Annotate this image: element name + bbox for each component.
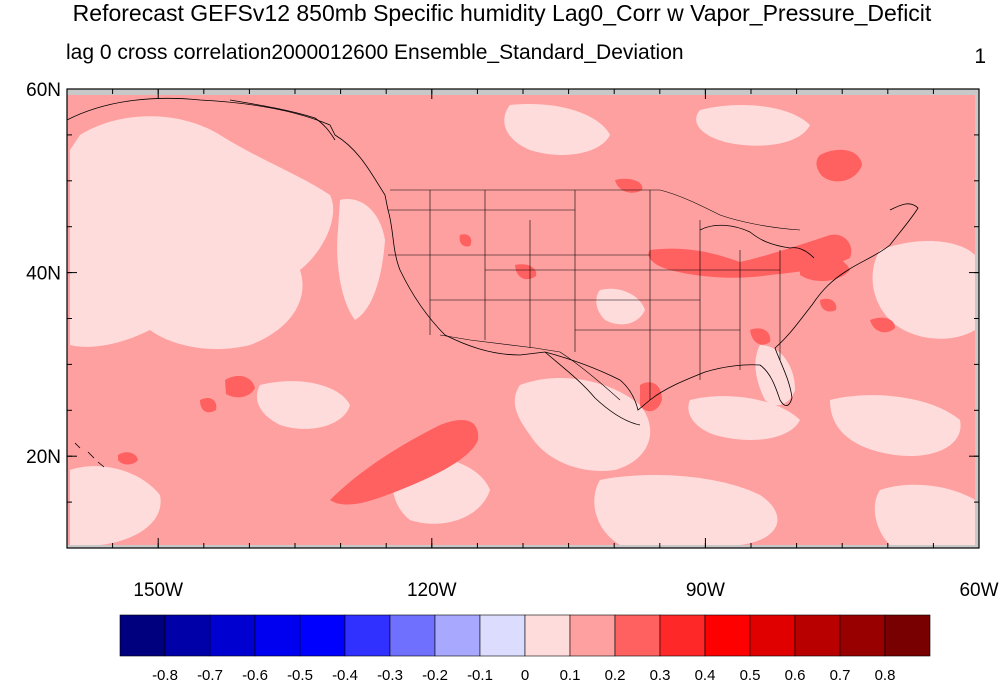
colorbar (119, 614, 931, 657)
correlation-field (67, 89, 979, 548)
colorbar-label: -0.3 (377, 667, 403, 682)
north-america-coastline (66, 97, 919, 411)
contour-light-hawaii (256, 381, 350, 429)
colorbar-swatch (884, 614, 931, 657)
hawaii-islands (74, 442, 105, 468)
contour-light-florida (755, 345, 795, 406)
coastlines (66, 97, 919, 468)
contour-light-pacific-mid (150, 251, 281, 331)
contour-light-atlantic (872, 240, 975, 339)
lat-tick-label: 40N (26, 264, 61, 285)
colorbar-swatch (389, 614, 436, 657)
colorbar-swatch (704, 614, 751, 657)
contour-light-south-atlantic (830, 395, 961, 456)
contour-dark-quebec (816, 149, 862, 182)
contour-dark-hawaii-patch (118, 452, 138, 465)
colorbar-label: -0.1 (467, 667, 493, 682)
contour-light-gulf (688, 396, 800, 440)
colorbar-label: -0.8 (152, 667, 178, 682)
lon-tick-label: 60W (959, 580, 998, 601)
colorbar-label: 0.8 (875, 667, 896, 682)
colorbar-swatch (794, 614, 841, 657)
contour-dark-pacific-patch-2 (200, 398, 217, 413)
contour-light-southwest (70, 466, 161, 545)
great-lakes-shore (699, 224, 815, 259)
colorbar-swatch (659, 614, 706, 657)
contour-dark-southeast-us (750, 328, 771, 345)
colorbar-label: -0.5 (287, 667, 313, 682)
colorbar-swatch (119, 614, 166, 657)
colorbar-swatch (254, 614, 301, 657)
lon-tick-label: 150W (133, 580, 183, 601)
contour-light-canada-west (504, 104, 610, 155)
contour-dark-northeast (800, 253, 850, 282)
lon-tick-label: 90W (686, 580, 725, 601)
dark-contour-regions (118, 149, 895, 505)
colorbar-label: 0.1 (560, 667, 581, 682)
contour-light-southeast (874, 484, 975, 545)
gulf-of-mexico-coast (544, 351, 641, 426)
axis-labels: 60N 40N 20N 150W 120W 90W 60W (26, 80, 998, 601)
colorbar-label: 0.4 (695, 667, 716, 682)
colorbar-label: 0.6 (785, 667, 806, 682)
state-borders (388, 189, 801, 401)
colorbar-label: -0.7 (197, 667, 223, 682)
colorbar-label: 0.2 (605, 667, 626, 682)
colorbar-swatch (344, 614, 391, 657)
colorbar-swatch (164, 614, 211, 657)
contour-dark-pacific-patch-1 (225, 375, 255, 398)
contour-dark-colorado (515, 264, 537, 280)
state-lines-horizontal (388, 209, 780, 331)
colorbar-swatch (209, 614, 256, 657)
colorbar-swatch (749, 614, 796, 657)
colorbar-swatch (434, 614, 481, 657)
contour-dark-pacific-band (330, 420, 479, 505)
colorbar-swatch (524, 614, 571, 657)
contour-light-west-coast (337, 199, 385, 320)
colorbar-label: 0.5 (740, 667, 761, 682)
colorbar-label: -0.2 (422, 667, 448, 682)
contour-light-plains (596, 288, 645, 325)
colorbar-swatch (839, 614, 886, 657)
colorbar-label: 0.3 (650, 667, 671, 682)
colorbar-swatch (479, 614, 526, 657)
contour-light-canada-east (696, 105, 810, 146)
lon-tick-label: 120W (407, 580, 457, 601)
colorbar-label: 0 (521, 667, 529, 682)
contour-dark-canada (615, 178, 643, 193)
colorbar-label: -0.6 (242, 667, 268, 682)
contour-light-mexico (514, 377, 651, 471)
us-canada-border (390, 189, 801, 231)
panel-number: 1 (974, 45, 986, 68)
colorbar-swatch (299, 614, 346, 657)
contour-dark-atlantic (870, 317, 895, 333)
contour-dark-virginia (820, 298, 837, 312)
colorbar-labels: -0.8 -0.7 -0.6 -0.5 -0.4 -0.3 -0.2 -0.1 0 0.1 0.2 0… (152, 667, 895, 682)
map-subtitle: lag 0 cross correlation2000012600 Ensemb… (66, 41, 684, 64)
alaska-panhandle (229, 99, 336, 141)
colorbar-label: -0.4 (332, 667, 358, 682)
colorbar-swatch (614, 614, 661, 657)
axis-ticks (66, 88, 980, 549)
contour-light-caribbean (594, 475, 778, 545)
map-title: Reforecast GEFSv12 850mb Specific humidi… (72, 0, 932, 26)
contour-dark-idaho (459, 234, 472, 247)
colorbar-label: 0.7 (830, 667, 851, 682)
colorbar-swatch (569, 614, 616, 657)
us-mexico-border (439, 334, 621, 401)
lat-tick-label: 20N (26, 447, 61, 468)
lat-tick-label: 60N (26, 80, 61, 101)
